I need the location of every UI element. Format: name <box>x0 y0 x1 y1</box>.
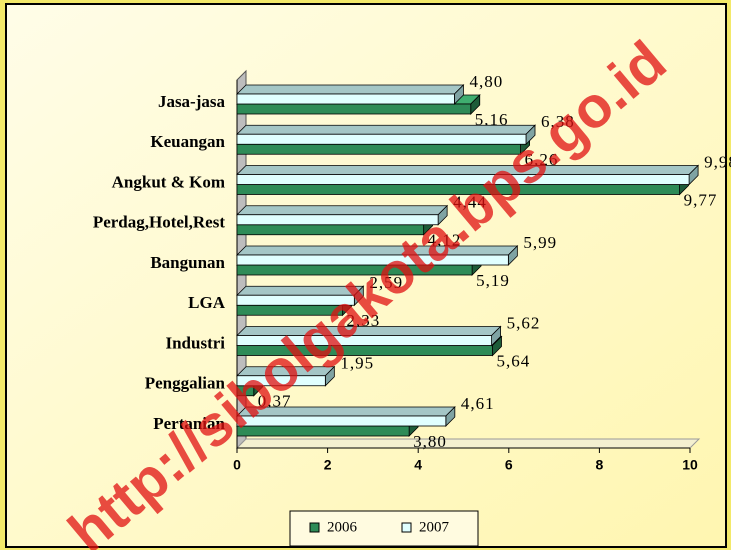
bar-front <box>236 174 690 185</box>
y-tick-label: Bangunan <box>150 253 225 272</box>
value-label: 4,44 <box>453 193 487 212</box>
value-label: 4,12 <box>428 231 462 250</box>
bar-front <box>236 103 472 115</box>
value-label: 1,95 <box>340 354 374 373</box>
y-tick-label: Industri <box>165 333 225 352</box>
bar-front <box>236 294 355 306</box>
value-label: 9,98 <box>704 152 731 171</box>
value-label: 5,64 <box>496 351 530 370</box>
bar-front <box>236 143 521 155</box>
value-label: 5,16 <box>475 110 509 129</box>
bar <box>236 204 449 226</box>
legend-swatch <box>401 522 412 533</box>
bar-top <box>236 124 536 135</box>
legend-swatch <box>309 522 320 533</box>
floor <box>235 438 701 449</box>
bar <box>236 124 536 146</box>
y-tick-label: Jasa-jasa <box>158 92 226 111</box>
x-tick-label: 10 <box>682 457 698 473</box>
bar-top <box>236 84 465 95</box>
bar-front <box>236 93 455 105</box>
x-tick-label: 6 <box>505 457 513 473</box>
bar <box>236 325 502 347</box>
x-tick-label: 2 <box>324 457 332 473</box>
value-label: 4,80 <box>469 72 503 91</box>
y-tick-label: Penggalian <box>145 374 226 393</box>
bar-front <box>236 415 447 427</box>
value-label: 6,38 <box>541 112 575 131</box>
x-tick-label: 0 <box>233 457 241 473</box>
bar <box>236 365 336 387</box>
x-tick-label: 4 <box>414 457 422 473</box>
bar <box>236 84 465 105</box>
legend-box <box>289 510 479 547</box>
value-label: 5,19 <box>476 271 510 290</box>
legend-label: 2007 <box>419 519 450 535</box>
value-label: 0,37 <box>258 392 292 411</box>
value-label: 6,26 <box>525 150 559 169</box>
bar <box>236 245 519 266</box>
value-label: 5,62 <box>507 313 541 332</box>
value-label: 4,61 <box>461 394 495 413</box>
bar-front <box>236 335 492 346</box>
y-tick-label: Angkut & Kom <box>112 172 225 191</box>
bar-front <box>236 133 527 145</box>
value-label: 5,99 <box>523 233 557 252</box>
value-label: 2,33 <box>347 311 381 330</box>
bar-front <box>236 425 410 437</box>
bar <box>236 164 700 186</box>
bar-front <box>236 375 326 387</box>
bar <box>236 406 456 427</box>
legend-label: 2006 <box>327 519 358 535</box>
y-tick-label: LGA <box>188 293 226 312</box>
x-tick-label: 8 <box>596 457 604 473</box>
bar-front <box>236 214 439 226</box>
bar-front <box>236 254 509 266</box>
bar <box>236 285 365 307</box>
value-label: 2,59 <box>369 273 403 292</box>
y-tick-label: Pertanian <box>153 414 225 433</box>
plot-area: 0 2 4 6 8 10 Jasa-jasa 4,80 5,16 Keuangan 6,38 6,26… <box>93 69 731 473</box>
value-label: 3,80 <box>413 432 447 451</box>
y-tick-label: Keuangan <box>150 132 225 151</box>
legend: 2006 2007 <box>289 510 479 547</box>
y-tick-label: Perdag,Hotel,Rest <box>93 213 226 232</box>
value-label: 9,77 <box>684 190 718 209</box>
